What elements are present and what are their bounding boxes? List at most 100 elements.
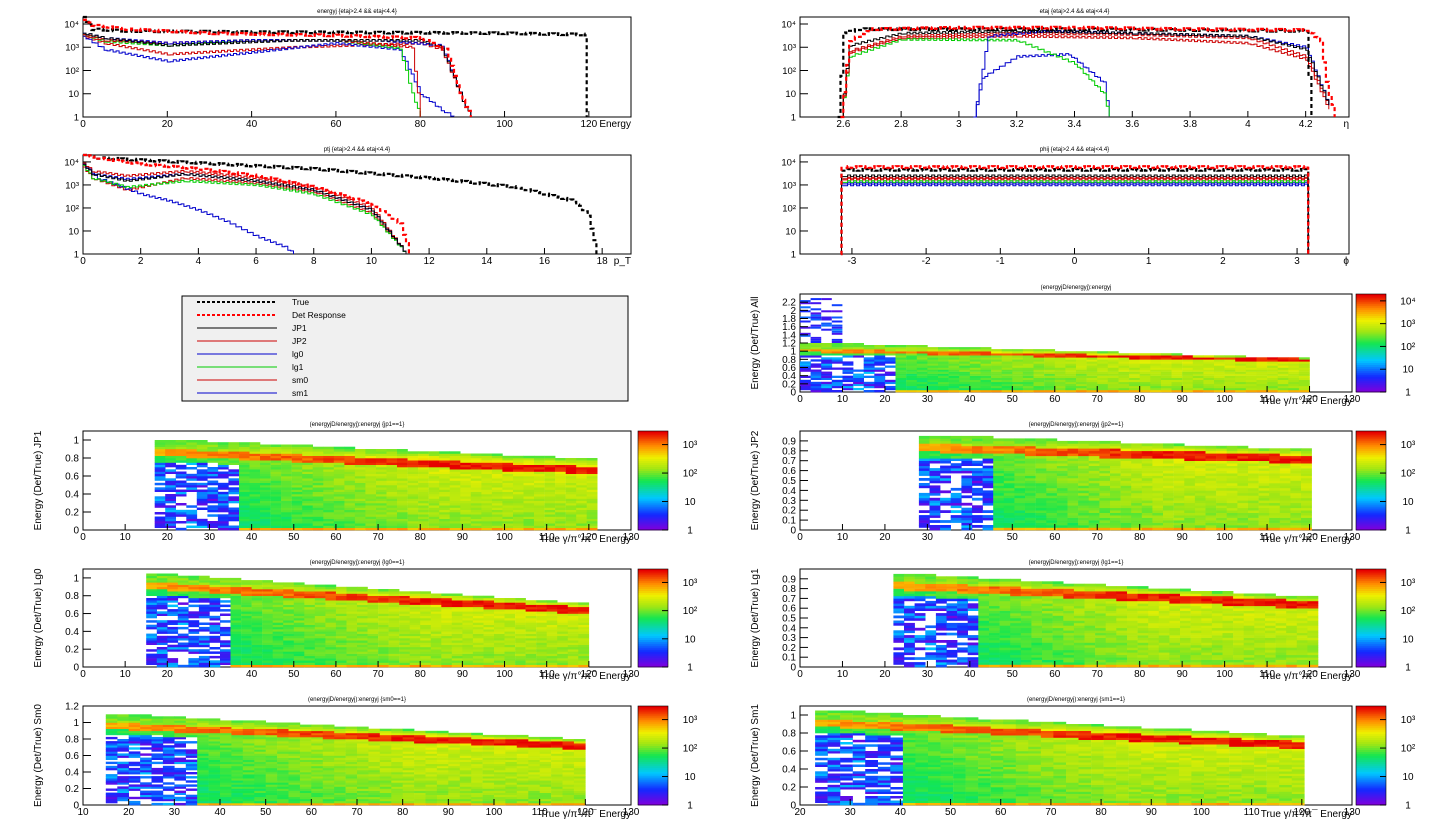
colorbar-label: 10³ [683,578,698,589]
series-lg0 [83,163,294,254]
x-tick-label: 80 [1134,532,1146,543]
heatmap-cells [918,435,1312,531]
y-tick-label: 0 [73,526,79,537]
heatmap-cells [893,573,1319,668]
y-tick-label: 0 [73,801,79,812]
x-tick-label: 6 [253,256,259,267]
y-tick-label: 10 [68,89,79,100]
colorbar-label: 10² [1401,744,1416,755]
x-tick-label: 30 [204,669,216,680]
legend-label: Det Response [292,310,346,320]
x-tick-label: 120 [1293,807,1310,818]
colorbar: 1 10 10² 10³ [637,705,698,812]
x-tick-label: 20 [162,532,174,543]
y-tick-label: 0.5 [782,614,796,625]
y-tick-label: 0.4 [782,486,796,497]
y-tick-label: 0.8 [782,446,796,457]
series-jp2 [840,34,1330,118]
x-tick-label: 4 [196,256,202,267]
x-axis-label: p_T [614,256,631,267]
x-tick-label: 20 [879,532,891,543]
x-tick-label: 10 [837,394,849,405]
x-tick-label: 40 [964,669,976,680]
y-tick-label: 0.8 [65,735,79,746]
colorbar-label: 10 [1402,497,1414,508]
y-tick-label: 0.4 [65,490,79,501]
panel-title: (energyjD/energyj):energyj {sm0==1} [308,697,406,703]
y-axis-label: Energy (Det/True) Sm1 [750,704,761,807]
x-tick-label: 10 [837,532,849,543]
y-tick-label: 0.6 [782,363,796,374]
x-tick-label: 100 [496,532,513,543]
colorbar-label: 10³ [683,440,698,451]
x-tick-label: 60 [995,807,1007,818]
y-tick-label: 0 [790,526,796,537]
y-tick-label: 0.3 [782,496,796,507]
x-tick-label: 40 [964,532,976,543]
x-tick-label: 60 [330,119,342,130]
colorbar-frame [1355,705,1387,806]
panel-lg1: (energyjD/energyj):energyj {lg1==1}0 10 20… [750,560,1416,682]
legend: True Det Response JP1 JP2 lg0 lg1 sm0 sm1 [181,295,629,402]
x-tick-label: 130 [623,669,640,680]
series-true [837,27,1313,119]
y-tick-label: 0.1 [782,653,796,664]
x-tick-label: 10 [366,256,378,267]
y-tick-label: 2 [790,306,796,317]
x-tick-label: 90 [1177,532,1189,543]
x-tick-label: 100 [1216,394,1233,405]
colorbar-label: 10 [684,634,696,645]
x-axis-label: True γ/π°/π¯ Energy [1261,670,1352,682]
y-tick-label: 0.4 [782,765,796,776]
y-tick-label: 10⁴ [781,157,796,168]
x-tick-label: 70 [1092,669,1104,680]
x-tick-label: 20 [794,807,806,818]
y-tick-label: 0.5 [782,476,796,487]
y-tick-label: 1 [73,436,79,447]
y-tick-label: 0.8 [65,591,79,602]
y-tick-label: 10³ [65,180,79,191]
x-tick-label: 2.6 [836,119,850,130]
y-tick-label: 1 [790,711,796,722]
x-tick-label: 130 [623,532,640,543]
x-tick-label: 80 [415,532,427,543]
heatmap-cells [815,710,1305,806]
x-tick-label: 20 [879,669,891,680]
plot-frame [799,154,1350,255]
colorbar: 1 10 10² 10³ 10⁴ [1355,293,1416,399]
y-tick-label: 0.6 [782,747,796,758]
colorbar-label: 10² [683,606,698,617]
series-sm0 [840,32,1330,118]
x-tick-label: 90 [1177,669,1189,680]
x-tick-label: 80 [1134,669,1146,680]
y-tick-label: 10 [785,226,796,237]
colorbar-label: 10 [1402,772,1414,783]
y-tick-label: 0.9 [782,574,796,585]
y-tick-label: 0 [790,801,796,812]
colorbar-frame [1355,430,1387,531]
series-jp1 [83,163,407,254]
x-tick-label: 50 [288,669,300,680]
y-tick-label: 1.2 [65,702,79,713]
colorbar-label: 10³ [1401,319,1416,330]
series-true [83,153,598,254]
colorbar-label: 10 [684,497,696,508]
x-tick-label: 20 [162,119,174,130]
colorbar-label: 10⁴ [1400,296,1415,307]
x-tick-label: -3 [847,256,856,267]
y-tick-label: 0.2 [65,784,79,795]
panel-sm0: (energyjD/energyj):energyj {sm0==1}10 20 3… [33,697,698,820]
x-tick-label: 50 [1007,669,1019,680]
x-tick-label: 60 [1049,394,1061,405]
y-tick-label: 1 [73,573,79,584]
x-axis-label: η [1343,119,1349,130]
y-tick-label: 1 [73,718,79,729]
x-tick-label: 0 [797,394,803,405]
colorbar-label: 1 [1405,663,1411,674]
series-sm0 [840,176,1309,255]
x-tick-label: 90 [457,532,469,543]
x-tick-label: 50 [1007,532,1019,543]
x-tick-label: 30 [204,532,216,543]
x-tick-label: 70 [1092,532,1104,543]
y-tick-label: 1.2 [782,339,796,350]
